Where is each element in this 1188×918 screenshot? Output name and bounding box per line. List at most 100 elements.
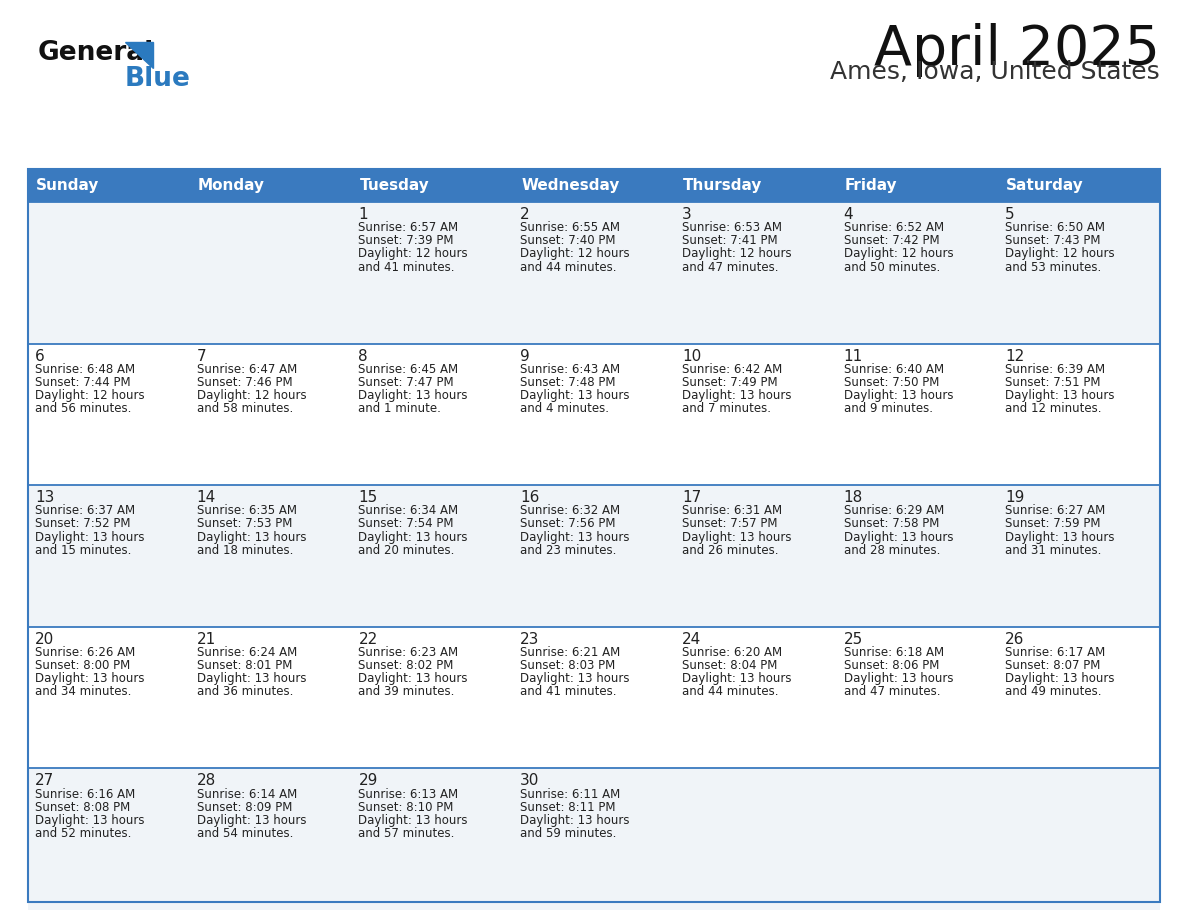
Text: Sunrise: 6:37 AM: Sunrise: 6:37 AM <box>34 504 135 518</box>
Text: Saturday: Saturday <box>1006 178 1083 193</box>
Text: 3: 3 <box>682 207 691 222</box>
Text: Daylight: 13 hours: Daylight: 13 hours <box>1005 531 1114 543</box>
Text: 20: 20 <box>34 632 55 647</box>
Text: Daylight: 13 hours: Daylight: 13 hours <box>843 531 953 543</box>
Text: 13: 13 <box>34 490 55 505</box>
Text: Daylight: 12 hours: Daylight: 12 hours <box>682 248 791 261</box>
Text: Daylight: 12 hours: Daylight: 12 hours <box>34 389 145 402</box>
Text: Sunrise: 6:50 AM: Sunrise: 6:50 AM <box>1005 221 1105 234</box>
Text: Sunrise: 6:16 AM: Sunrise: 6:16 AM <box>34 788 135 800</box>
Text: Sunset: 7:40 PM: Sunset: 7:40 PM <box>520 234 615 247</box>
Text: 22: 22 <box>359 632 378 647</box>
Bar <box>352 169 513 202</box>
Text: Sunrise: 6:26 AM: Sunrise: 6:26 AM <box>34 646 135 659</box>
Text: Sunrise: 6:21 AM: Sunrise: 6:21 AM <box>520 646 620 659</box>
Bar <box>513 169 675 202</box>
Text: and 36 minutes.: and 36 minutes. <box>197 686 293 699</box>
Text: Sunset: 7:41 PM: Sunset: 7:41 PM <box>682 234 777 247</box>
Text: and 31 minutes.: and 31 minutes. <box>1005 543 1101 557</box>
Text: Daylight: 13 hours: Daylight: 13 hours <box>682 531 791 543</box>
Text: and 4 minutes.: and 4 minutes. <box>520 402 609 415</box>
Text: Daylight: 13 hours: Daylight: 13 hours <box>359 389 468 402</box>
Text: Daylight: 13 hours: Daylight: 13 hours <box>34 814 145 827</box>
Text: Sunset: 7:50 PM: Sunset: 7:50 PM <box>843 375 939 389</box>
Text: Daylight: 13 hours: Daylight: 13 hours <box>843 389 953 402</box>
Bar <box>836 169 998 202</box>
Text: Sunrise: 6:52 AM: Sunrise: 6:52 AM <box>843 221 943 234</box>
Text: 8: 8 <box>359 349 368 364</box>
Text: Daylight: 12 hours: Daylight: 12 hours <box>843 248 953 261</box>
Text: Ames, Iowa, United States: Ames, Iowa, United States <box>830 60 1159 84</box>
Text: and 56 minutes.: and 56 minutes. <box>34 402 132 415</box>
Text: Sunset: 8:07 PM: Sunset: 8:07 PM <box>1005 659 1100 672</box>
Text: 24: 24 <box>682 632 701 647</box>
Text: Sunrise: 6:17 AM: Sunrise: 6:17 AM <box>1005 646 1106 659</box>
Text: Sunset: 8:11 PM: Sunset: 8:11 PM <box>520 800 615 813</box>
Text: Sunrise: 6:48 AM: Sunrise: 6:48 AM <box>34 363 135 375</box>
Text: April 2025: April 2025 <box>874 23 1159 77</box>
Bar <box>29 627 1159 768</box>
Text: 19: 19 <box>1005 490 1025 505</box>
Text: Sunset: 7:39 PM: Sunset: 7:39 PM <box>359 234 454 247</box>
Text: Sunrise: 6:23 AM: Sunrise: 6:23 AM <box>359 646 459 659</box>
Text: Daylight: 13 hours: Daylight: 13 hours <box>520 389 630 402</box>
Text: Daylight: 12 hours: Daylight: 12 hours <box>359 248 468 261</box>
Text: Sunset: 7:44 PM: Sunset: 7:44 PM <box>34 375 131 389</box>
Text: Sunrise: 6:24 AM: Sunrise: 6:24 AM <box>197 646 297 659</box>
Text: 28: 28 <box>197 773 216 789</box>
Text: 5: 5 <box>1005 207 1015 222</box>
Text: Daylight: 13 hours: Daylight: 13 hours <box>359 814 468 827</box>
Text: and 1 minute.: and 1 minute. <box>359 402 441 415</box>
Text: Sunset: 7:48 PM: Sunset: 7:48 PM <box>520 375 615 389</box>
Text: Daylight: 13 hours: Daylight: 13 hours <box>1005 672 1114 685</box>
Text: 12: 12 <box>1005 349 1024 364</box>
Text: Sunrise: 6:47 AM: Sunrise: 6:47 AM <box>197 363 297 375</box>
Bar <box>29 486 1159 627</box>
Text: and 54 minutes.: and 54 minutes. <box>197 827 293 840</box>
Text: Sunset: 7:51 PM: Sunset: 7:51 PM <box>1005 375 1101 389</box>
Text: Daylight: 12 hours: Daylight: 12 hours <box>197 389 307 402</box>
Text: Monday: Monday <box>197 178 265 193</box>
Polygon shape <box>125 42 153 68</box>
Text: Daylight: 12 hours: Daylight: 12 hours <box>1005 248 1114 261</box>
Text: 21: 21 <box>197 632 216 647</box>
Text: Wednesday: Wednesday <box>522 178 619 193</box>
Text: 26: 26 <box>1005 632 1025 647</box>
Text: Sunset: 8:08 PM: Sunset: 8:08 PM <box>34 800 131 813</box>
Text: 4: 4 <box>843 207 853 222</box>
Text: Sunrise: 6:55 AM: Sunrise: 6:55 AM <box>520 221 620 234</box>
Text: Sunset: 7:47 PM: Sunset: 7:47 PM <box>359 375 454 389</box>
Text: Sunday: Sunday <box>36 178 100 193</box>
Text: Sunrise: 6:42 AM: Sunrise: 6:42 AM <box>682 363 782 375</box>
Text: Daylight: 12 hours: Daylight: 12 hours <box>520 248 630 261</box>
Text: Sunrise: 6:32 AM: Sunrise: 6:32 AM <box>520 504 620 518</box>
Text: Sunset: 7:59 PM: Sunset: 7:59 PM <box>1005 518 1101 531</box>
Text: and 47 minutes.: and 47 minutes. <box>843 686 940 699</box>
Text: and 58 minutes.: and 58 minutes. <box>197 402 293 415</box>
Text: Sunrise: 6:14 AM: Sunrise: 6:14 AM <box>197 788 297 800</box>
Text: 25: 25 <box>843 632 862 647</box>
Text: Daylight: 13 hours: Daylight: 13 hours <box>197 672 307 685</box>
Text: and 57 minutes.: and 57 minutes. <box>359 827 455 840</box>
Text: and 47 minutes.: and 47 minutes. <box>682 261 778 274</box>
Text: Daylight: 13 hours: Daylight: 13 hours <box>520 814 630 827</box>
Text: 30: 30 <box>520 773 539 789</box>
Text: 29: 29 <box>359 773 378 789</box>
Bar <box>29 768 1159 910</box>
Text: and 15 minutes.: and 15 minutes. <box>34 543 132 557</box>
Text: and 49 minutes.: and 49 minutes. <box>1005 686 1101 699</box>
Text: and 18 minutes.: and 18 minutes. <box>197 543 293 557</box>
Text: Sunrise: 6:31 AM: Sunrise: 6:31 AM <box>682 504 782 518</box>
Text: 6: 6 <box>34 349 45 364</box>
Text: Sunrise: 6:45 AM: Sunrise: 6:45 AM <box>359 363 459 375</box>
Text: Sunrise: 6:39 AM: Sunrise: 6:39 AM <box>1005 363 1105 375</box>
Text: Sunrise: 6:57 AM: Sunrise: 6:57 AM <box>359 221 459 234</box>
Text: and 26 minutes.: and 26 minutes. <box>682 543 778 557</box>
Text: Daylight: 13 hours: Daylight: 13 hours <box>197 531 307 543</box>
Text: 10: 10 <box>682 349 701 364</box>
Text: 27: 27 <box>34 773 55 789</box>
Text: Daylight: 13 hours: Daylight: 13 hours <box>520 531 630 543</box>
Text: and 59 minutes.: and 59 minutes. <box>520 827 617 840</box>
Text: Sunset: 8:04 PM: Sunset: 8:04 PM <box>682 659 777 672</box>
Text: Sunset: 7:56 PM: Sunset: 7:56 PM <box>520 518 615 531</box>
